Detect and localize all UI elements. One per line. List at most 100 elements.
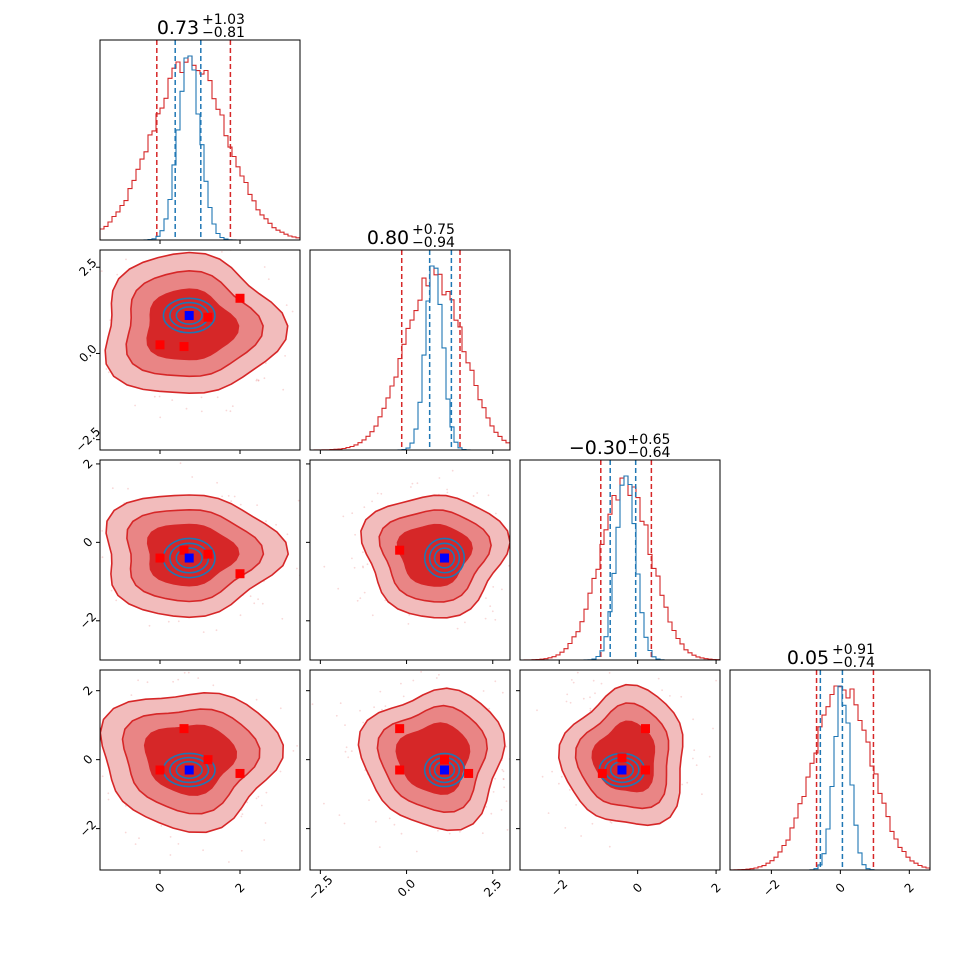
title-value-3: 0.05	[787, 647, 829, 669]
scatter-point	[169, 854, 172, 856]
scatter-point	[657, 677, 660, 680]
scatter-point	[569, 701, 572, 704]
scatter-point	[101, 556, 104, 559]
scatter-point	[125, 656, 127, 658]
scatter-point	[608, 672, 611, 674]
scatter-point	[229, 410, 232, 413]
x-tick-label-2-1: 0	[630, 880, 645, 895]
scatter-point	[359, 709, 361, 712]
scatter-point	[315, 746, 317, 748]
y-tick-label-2-1: 0	[80, 535, 95, 550]
scatter-point	[547, 812, 550, 814]
scatter-point	[279, 707, 282, 710]
scatter-point	[362, 566, 364, 569]
blue-contour-1-2-1	[428, 542, 461, 574]
scatter-point	[239, 614, 242, 617]
scatter-point	[371, 500, 373, 503]
scatter-point	[169, 836, 172, 838]
scatter-point	[339, 702, 342, 705]
scatter-point	[57, 586, 59, 588]
scatter-point	[227, 495, 230, 497]
scatter-point	[489, 605, 492, 608]
scatter-point	[97, 257, 99, 259]
scatter-point	[492, 791, 495, 793]
scatter-point	[107, 371, 110, 374]
scatter-point	[54, 561, 56, 563]
scatter-point	[712, 727, 714, 730]
histogram-line-2-series-0	[520, 475, 720, 660]
scatter-point	[380, 492, 383, 495]
x-tick-label-1-1: 0.0	[395, 876, 418, 899]
contour-panel-0-1: −2.50.02.5	[73, 249, 301, 455]
scatter-point	[591, 649, 593, 651]
scatter-point	[353, 566, 356, 569]
scatter-point	[263, 266, 266, 268]
scatter-point	[513, 736, 515, 738]
red-marker-0-2-3	[235, 569, 245, 579]
scatter-point	[148, 624, 151, 627]
title-value-0: 0.73	[157, 17, 199, 39]
scatter-point	[343, 822, 346, 825]
scatter-point	[179, 462, 182, 465]
scatter-point	[228, 861, 230, 863]
scatter-point	[686, 781, 689, 784]
scatter-point	[311, 703, 314, 706]
scatter-point	[257, 598, 259, 601]
scatter-point	[566, 693, 569, 696]
scatter-point	[541, 775, 544, 778]
scatter-point	[216, 481, 218, 484]
histogram-panel-1: 0.80 +0.75−0.94	[309, 222, 511, 454]
scatter-point	[167, 620, 170, 623]
scatter-point	[514, 787, 516, 789]
scatter-point	[282, 388, 285, 391]
histogram-line-3-series-0	[730, 685, 930, 870]
scatter-point	[538, 747, 540, 749]
scatter-point	[482, 690, 485, 692]
blue-marker-2-3	[617, 765, 627, 775]
red-marker-0-2-0	[155, 553, 165, 563]
scatter-point	[517, 832, 519, 834]
scatter-point	[592, 679, 595, 682]
scatter-point	[400, 682, 402, 685]
scatter-point	[351, 557, 353, 560]
scatter-point	[233, 495, 236, 498]
scatter-point	[591, 822, 594, 825]
scatter-point	[338, 814, 341, 816]
scatter-point	[708, 755, 711, 758]
scatter-point	[82, 556, 84, 558]
scatter-point	[517, 523, 519, 525]
scatter-point	[505, 745, 508, 748]
scatter-point	[281, 617, 284, 620]
scatter-point	[323, 565, 326, 568]
contour-panel-0-2: −2 0 2	[54, 456, 301, 664]
scatter-point	[502, 778, 505, 781]
scatter-point	[680, 695, 683, 698]
scatter-point	[202, 631, 205, 633]
scatter-point	[96, 802, 98, 804]
red-marker-2-3-3	[640, 765, 650, 775]
red-marker-1-3-2	[439, 755, 449, 765]
scatter-point	[221, 495, 223, 498]
scatter-point	[350, 750, 353, 752]
scatter-point	[494, 618, 497, 621]
scatter-point	[589, 696, 591, 699]
scatter-point	[356, 599, 359, 602]
panel-frame-0-0	[99, 39, 301, 241]
x-tick-label-2-2: 2	[708, 880, 723, 895]
red-marker-0-3-2	[203, 755, 213, 765]
scatter-point	[239, 503, 242, 506]
scatter-point	[265, 791, 268, 794]
red-marker-1-3-3	[464, 768, 474, 778]
y-tick-label-1-1: 0.0	[76, 342, 99, 365]
contour-panel-1-3: −2.5 0.0 2.5	[305, 669, 540, 903]
red-marker-0-1-3	[235, 293, 245, 303]
scatter-point	[606, 660, 608, 662]
scatter-point	[362, 721, 365, 724]
blue-marker-0-1	[184, 311, 194, 321]
scatter-point	[354, 533, 356, 536]
scatter-point	[363, 591, 366, 594]
scatter-point	[124, 831, 127, 834]
red-marker-2-3-1	[640, 724, 650, 734]
scatter-point	[669, 695, 671, 697]
